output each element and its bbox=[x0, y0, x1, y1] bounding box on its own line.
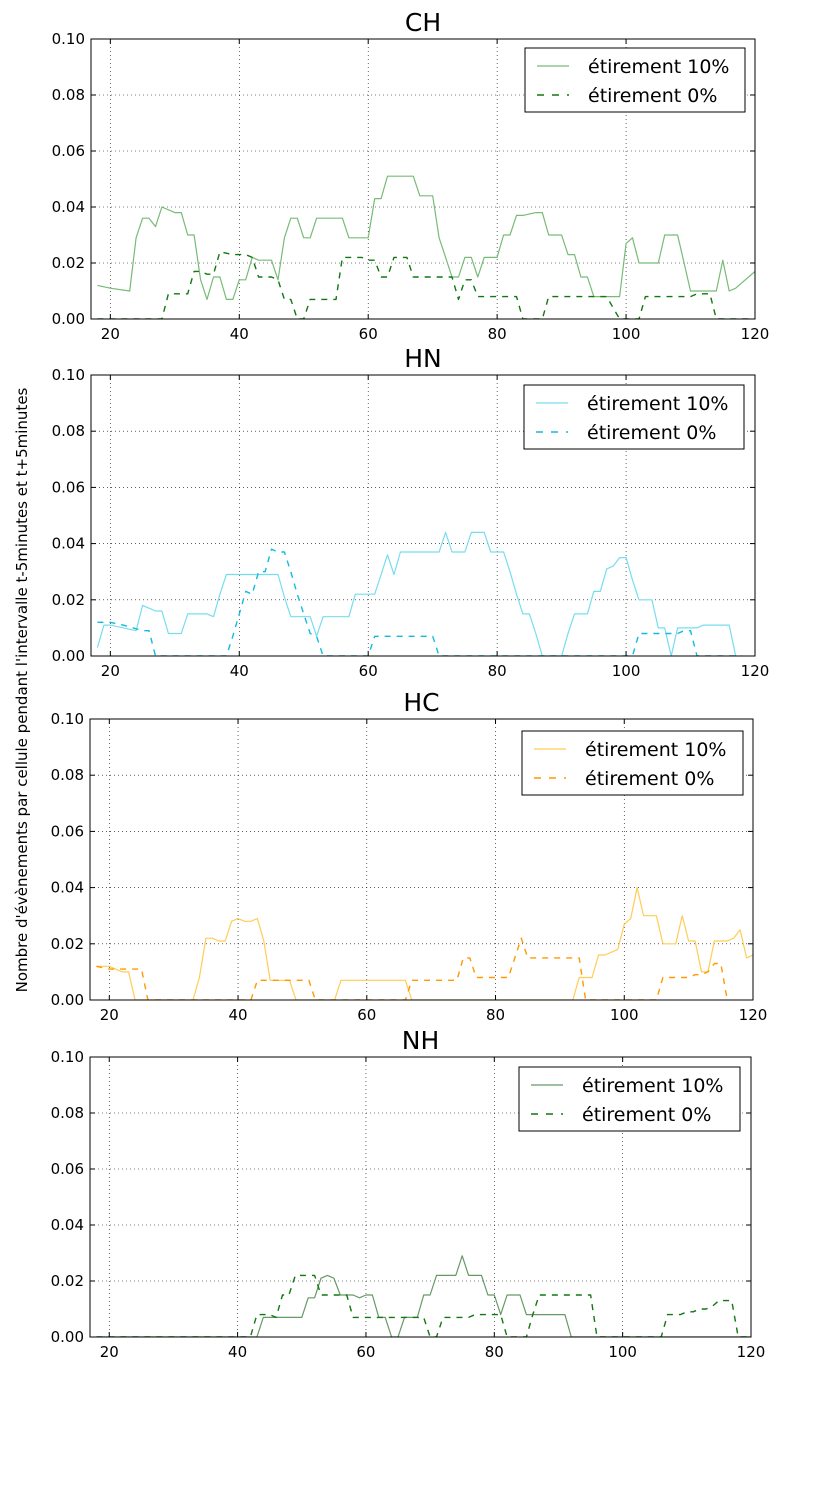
y-tick-label: 0.00 bbox=[52, 310, 85, 328]
y-tick-label: 0.00 bbox=[51, 991, 84, 1009]
legend-box bbox=[521, 730, 744, 796]
legend-label: étirement 0% bbox=[588, 85, 717, 107]
x-tick-label: 80 bbox=[488, 325, 507, 343]
panel-hc: HC 20 40 60 80 100 120 0.00 0.02 0.04 0.06 0.08 0.10… bbox=[51, 688, 768, 1024]
y-tick-label: 0.08 bbox=[52, 422, 85, 440]
panel-nh-series-etirement-10 bbox=[96, 1255, 751, 1337]
y-tick-label: 0.06 bbox=[51, 822, 84, 840]
y-tick-label: 0.10 bbox=[52, 366, 85, 384]
x-tick-label: 40 bbox=[228, 1343, 247, 1361]
y-tick-label: 0.02 bbox=[52, 254, 85, 272]
panel-hc-title: HC bbox=[403, 688, 439, 717]
y-tick-label: 0.04 bbox=[52, 198, 85, 216]
x-tick-label: 100 bbox=[612, 662, 641, 680]
panel-hn: HN 20 40 60 80 100 120 0.00 0.02 0.04 0.06 0.08 0.10… bbox=[52, 344, 770, 680]
panel-hc-axes-frame bbox=[89, 718, 754, 1001]
x-tick-label: 60 bbox=[359, 662, 378, 680]
x-tick-label: 20 bbox=[100, 1006, 119, 1024]
legend-label: étirement 0% bbox=[587, 422, 716, 444]
panel-nh-series-etirement-0 bbox=[96, 1274, 751, 1337]
panel-hn-title: HN bbox=[404, 344, 442, 373]
y-tick-label: 0.04 bbox=[51, 1216, 84, 1234]
panel-ch-axes-frame bbox=[90, 38, 756, 320]
x-tick-label: 20 bbox=[100, 1343, 119, 1361]
panel-hc-legend: étirement 10% étirement 0% bbox=[521, 730, 744, 796]
y-axis-label: Nombre d'évènements par cellule pendant … bbox=[13, 387, 31, 992]
panel-ch-grid bbox=[91, 39, 755, 319]
panel-hc-series-etirement-10 bbox=[96, 886, 753, 1000]
panel-ch-title: CH bbox=[405, 8, 441, 37]
panel-nh-axes-frame bbox=[89, 1056, 752, 1338]
x-tick-label: 80 bbox=[488, 662, 507, 680]
x-tick-label: 100 bbox=[608, 1343, 637, 1361]
x-tick-label: 80 bbox=[486, 1006, 505, 1024]
legend-label: étirement 10% bbox=[585, 739, 726, 761]
panel-hc-series-etirement-0 bbox=[96, 937, 728, 1000]
x-tick-label: 120 bbox=[741, 662, 770, 680]
y-tick-label: 0.02 bbox=[52, 591, 85, 609]
x-tick-label: 100 bbox=[612, 325, 641, 343]
y-tick-label: 0.06 bbox=[51, 1160, 84, 1178]
y-tick-label: 0.06 bbox=[52, 478, 85, 496]
x-tick-label: 120 bbox=[739, 1006, 768, 1024]
panels: CH 20 40 60 80 100 120 0.00 0.02 0.04 0.06 0.08 0.10… bbox=[51, 8, 770, 1361]
x-tick-label: 60 bbox=[356, 1343, 375, 1361]
x-tick-label: 100 bbox=[610, 1006, 639, 1024]
y-tick-label: 0.00 bbox=[51, 1328, 84, 1346]
y-tick-label: 0.08 bbox=[51, 766, 84, 784]
y-tick-label: 0.02 bbox=[51, 935, 84, 953]
x-tick-label: 80 bbox=[485, 1343, 504, 1361]
panel-nh-legend: étirement 10% étirement 0% bbox=[518, 1066, 741, 1132]
y-tick-label: 0.08 bbox=[52, 86, 85, 104]
y-tick-label: 0.10 bbox=[52, 30, 85, 48]
panel-ch: CH 20 40 60 80 100 120 0.00 0.02 0.04 0.06 0.08 0.10… bbox=[52, 8, 770, 343]
panel-hn-axes-frame bbox=[90, 374, 756, 657]
panel-ch-series-etirement-0 bbox=[97, 251, 755, 319]
x-tick-label: 20 bbox=[101, 662, 120, 680]
x-tick-label: 40 bbox=[229, 1006, 248, 1024]
legend-label: étirement 0% bbox=[585, 768, 714, 790]
x-tick-label: 120 bbox=[737, 1343, 766, 1361]
panel-hn-series-etirement-10 bbox=[96, 531, 737, 656]
y-tick-label: 0.00 bbox=[52, 647, 85, 665]
panel-hn-series-etirement-0 bbox=[97, 548, 743, 656]
x-tick-label: 40 bbox=[230, 662, 249, 680]
legend-label: étirement 10% bbox=[582, 1075, 723, 1097]
y-tick-label: 0.08 bbox=[51, 1104, 84, 1122]
y-tick-label: 0.10 bbox=[51, 710, 84, 728]
x-tick-label: 40 bbox=[230, 325, 249, 343]
y-tick-label: 0.02 bbox=[51, 1272, 84, 1290]
panel-hn-grid bbox=[91, 375, 755, 656]
y-tick-label: 0.04 bbox=[52, 535, 85, 553]
panel-ch-legend: étirement 10% étirement 0% bbox=[524, 47, 746, 113]
legend-label: étirement 0% bbox=[582, 1104, 711, 1126]
panel-nh-grid bbox=[90, 1057, 751, 1337]
x-tick-label: 60 bbox=[357, 1006, 376, 1024]
legend-box bbox=[523, 384, 745, 450]
legend-label: étirement 10% bbox=[587, 393, 728, 415]
x-tick-label: 60 bbox=[359, 325, 378, 343]
y-tick-label: 0.04 bbox=[51, 879, 84, 897]
x-tick-label: 120 bbox=[741, 325, 770, 343]
panel-hn-legend: étirement 10% étirement 0% bbox=[523, 384, 745, 450]
y-tick-label: 0.06 bbox=[52, 142, 85, 160]
panel-nh: NH 20 40 60 80 100 120 0.00 0.02 0.04 0.06 0.08 0.10… bbox=[51, 1026, 766, 1361]
legend-box bbox=[518, 1066, 741, 1132]
y-tick-label: 0.10 bbox=[51, 1048, 84, 1066]
panel-ch-series-etirement-10 bbox=[97, 175, 755, 300]
x-tick-label: 20 bbox=[101, 325, 120, 343]
legend-label: étirement 10% bbox=[588, 56, 729, 78]
panel-nh-title: NH bbox=[402, 1026, 440, 1055]
legend-box bbox=[524, 47, 746, 113]
